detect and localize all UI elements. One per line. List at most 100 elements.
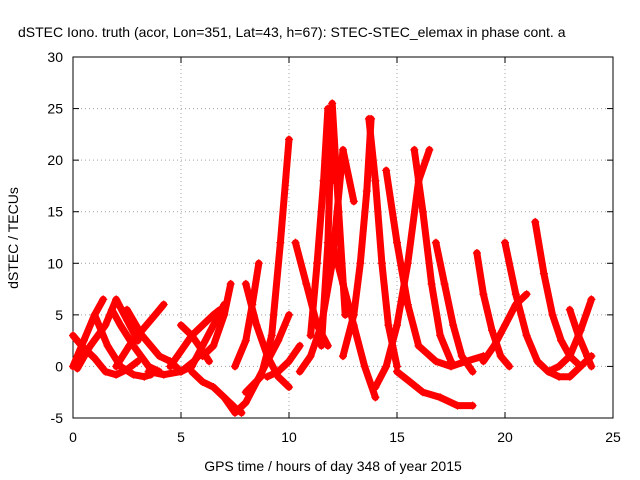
data-point	[488, 326, 497, 335]
data-point	[159, 300, 168, 309]
data-point	[112, 362, 121, 371]
data-point	[205, 357, 214, 366]
series-30	[414, 341, 488, 371]
data-point	[317, 341, 326, 350]
data-point	[302, 279, 311, 288]
data-point	[220, 310, 229, 319]
data-point	[69, 331, 77, 340]
data-point	[539, 269, 548, 278]
series-17	[263, 341, 304, 381]
data-point	[144, 367, 153, 376]
data-point	[339, 352, 347, 361]
data-point	[565, 305, 574, 314]
data-point	[557, 336, 566, 345]
data-point	[555, 372, 563, 381]
data-point	[418, 207, 427, 216]
data-point	[241, 388, 250, 397]
series-trace	[199, 280, 235, 360]
data-point	[377, 259, 386, 268]
axis-ticks: 0 5 10 15 20 25 -5 0 5 10 15 20 25 30	[47, 49, 621, 445]
data-point	[231, 408, 239, 417]
data-point	[295, 341, 304, 350]
data-point	[505, 362, 514, 371]
data-point	[90, 310, 99, 319]
data-point	[155, 352, 164, 361]
series-27	[410, 145, 455, 366]
data-point	[425, 145, 434, 154]
data-point	[356, 259, 365, 268]
data-point	[436, 393, 445, 402]
data-point	[576, 362, 585, 371]
y-tick-label: 5	[55, 307, 63, 323]
data-point	[371, 393, 380, 402]
data-point	[462, 357, 471, 366]
data-point	[531, 218, 540, 227]
series-28	[393, 367, 477, 410]
data-point	[382, 362, 391, 371]
data-point	[73, 364, 82, 373]
series-trace	[166, 306, 224, 370]
data-point	[533, 357, 542, 366]
x-tick-label: 0	[69, 429, 77, 445]
data-point	[209, 310, 218, 319]
data-point	[405, 377, 414, 386]
data-point	[112, 370, 121, 379]
data-point	[403, 259, 412, 268]
data-point	[583, 352, 592, 361]
data-point	[198, 352, 207, 361]
data-point	[501, 238, 509, 247]
y-axis-label: dSTEC / TECUs	[5, 187, 21, 289]
data-point	[410, 145, 419, 154]
data-point	[349, 310, 358, 319]
data-point	[349, 197, 358, 206]
series-36	[565, 305, 596, 371]
series-trace	[263, 342, 304, 381]
data-point	[501, 321, 509, 330]
data-point	[285, 383, 293, 392]
data-point	[90, 354, 99, 363]
data-point	[187, 367, 196, 376]
data-point	[384, 321, 393, 330]
data-point	[274, 336, 283, 345]
data-point	[339, 145, 347, 154]
data-point	[328, 99, 337, 108]
data-point	[427, 279, 436, 288]
data-point	[364, 114, 373, 123]
data-point	[490, 341, 499, 350]
data-layer	[69, 99, 596, 417]
data-point	[479, 290, 488, 299]
data-point	[285, 310, 293, 319]
data-point	[449, 321, 458, 330]
data-point	[101, 321, 110, 330]
data-point	[112, 295, 121, 304]
data-point	[522, 290, 531, 299]
y-tick-label: -5	[51, 410, 64, 426]
x-tick-label: 20	[497, 429, 513, 445]
y-tick-label: 30	[47, 49, 63, 65]
data-point	[187, 331, 196, 340]
x-tick-label: 25	[605, 429, 621, 445]
data-point	[544, 367, 553, 376]
data-point	[285, 357, 293, 366]
data-point	[101, 367, 110, 376]
data-point	[565, 352, 574, 361]
data-point	[313, 259, 322, 268]
data-point	[295, 367, 304, 376]
data-point	[565, 372, 574, 381]
data-point	[129, 370, 138, 379]
data-point	[393, 367, 401, 376]
data-point	[393, 238, 401, 247]
y-tick-label: 25	[47, 101, 63, 117]
data-point	[226, 279, 235, 288]
series-trace	[69, 295, 107, 370]
data-point	[274, 367, 283, 376]
x-tick-label: 5	[177, 429, 185, 445]
data-point	[77, 341, 86, 350]
x-tick-label: 10	[281, 429, 297, 445]
data-point	[177, 321, 185, 330]
data-point	[371, 176, 380, 185]
data-point	[241, 398, 250, 407]
y-tick-label: 10	[47, 255, 63, 271]
data-point	[319, 176, 328, 185]
x-tick-label: 15	[389, 429, 405, 445]
